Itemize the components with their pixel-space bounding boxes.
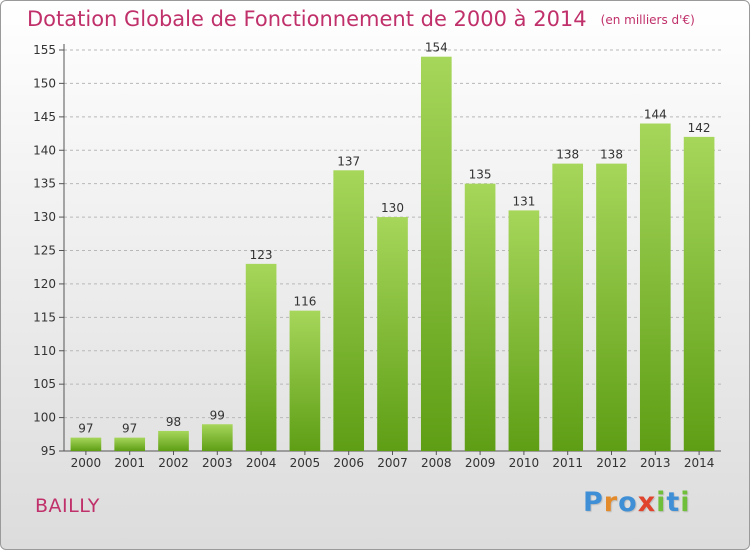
data-label: 137 <box>337 154 360 168</box>
x-tick-label: 2014 <box>684 456 715 470</box>
x-tick-label: 2012 <box>596 456 627 470</box>
x-tick-label: 2004 <box>246 456 277 470</box>
y-tick-label: 140 <box>33 143 56 157</box>
x-tick-label: 2003 <box>202 456 233 470</box>
logo-letter: x <box>637 487 657 518</box>
y-tick-label: 130 <box>33 210 56 224</box>
y-tick-label: 120 <box>33 277 56 291</box>
x-tick-label: 2013 <box>640 456 671 470</box>
y-tick-label: 135 <box>33 177 56 191</box>
data-label: 116 <box>293 295 316 309</box>
data-label: 138 <box>600 148 623 162</box>
y-tick-label: 155 <box>33 43 56 57</box>
bars <box>70 56 715 452</box>
bar <box>596 163 627 451</box>
logo-letter: i <box>656 487 667 518</box>
bar <box>114 437 146 451</box>
bar <box>639 123 671 452</box>
data-label: 142 <box>688 121 711 135</box>
x-tick-label: 2002 <box>158 456 189 470</box>
logo-letter: o <box>618 487 638 518</box>
x-tick-label: 2011 <box>552 456 583 470</box>
x-tick-label: 2000 <box>71 456 102 470</box>
title-unit: (en milliers d'€) <box>600 13 695 27</box>
logo-letter: P <box>583 487 604 518</box>
axes: 95 100 105 110 115 120 125 130 135 140 145 150 155 <box>33 43 721 458</box>
y-tick-label: 125 <box>33 244 56 258</box>
y-tick-label: 145 <box>33 110 56 124</box>
y-tick-label: 100 <box>33 411 56 425</box>
x-tick-label: 2010 <box>509 456 540 470</box>
y-tick-label: 115 <box>33 310 56 324</box>
data-label: 154 <box>425 41 448 55</box>
x-tick-label: 2008 <box>421 456 452 470</box>
logo-letter: i <box>680 487 691 518</box>
x-tick-label: 2005 <box>290 456 321 470</box>
bar <box>333 170 365 452</box>
x-tick-label: 2007 <box>377 456 408 470</box>
data-label: 131 <box>512 194 535 208</box>
proxiti-logo: Proxiti <box>583 487 691 518</box>
logo-letter: r <box>603 487 619 518</box>
x-tick-label: 2001 <box>114 456 145 470</box>
bar <box>377 217 408 451</box>
data-label: 135 <box>469 168 492 182</box>
commune-name: BAILLY <box>35 495 100 517</box>
x-tick-label: 2006 <box>333 456 364 470</box>
y-tick-label: 150 <box>33 76 56 90</box>
logo-letter: t <box>666 487 681 518</box>
bar <box>552 163 584 451</box>
bar <box>158 430 189 451</box>
bar <box>201 424 233 451</box>
y-tick-label: 95 <box>41 444 56 458</box>
data-label: 138 <box>556 148 579 162</box>
chart-title: Dotation Globale de Fonctionnement de 20… <box>27 7 695 31</box>
data-label: 130 <box>381 201 404 215</box>
bar <box>508 210 540 451</box>
bar <box>464 183 496 451</box>
bar <box>245 263 277 451</box>
y-tick-label: 110 <box>33 344 56 358</box>
labels: 97 2000 97 2001 98 2002 99 2003 123 2004 116 2005 13… <box>71 41 715 470</box>
bar <box>70 437 102 451</box>
data-label: 98 <box>166 415 181 429</box>
data-label: 99 <box>210 408 225 422</box>
x-tick-label: 2009 <box>465 456 496 470</box>
data-label: 144 <box>644 108 667 122</box>
bar <box>683 136 715 451</box>
y-tick-label: 105 <box>33 377 56 391</box>
data-label: 123 <box>250 248 273 262</box>
data-label: 97 <box>78 422 93 436</box>
data-label: 97 <box>122 422 137 436</box>
bar <box>289 310 321 451</box>
title-text: Dotation Globale de Fonctionnement de 20… <box>27 7 587 31</box>
bar <box>420 56 452 451</box>
